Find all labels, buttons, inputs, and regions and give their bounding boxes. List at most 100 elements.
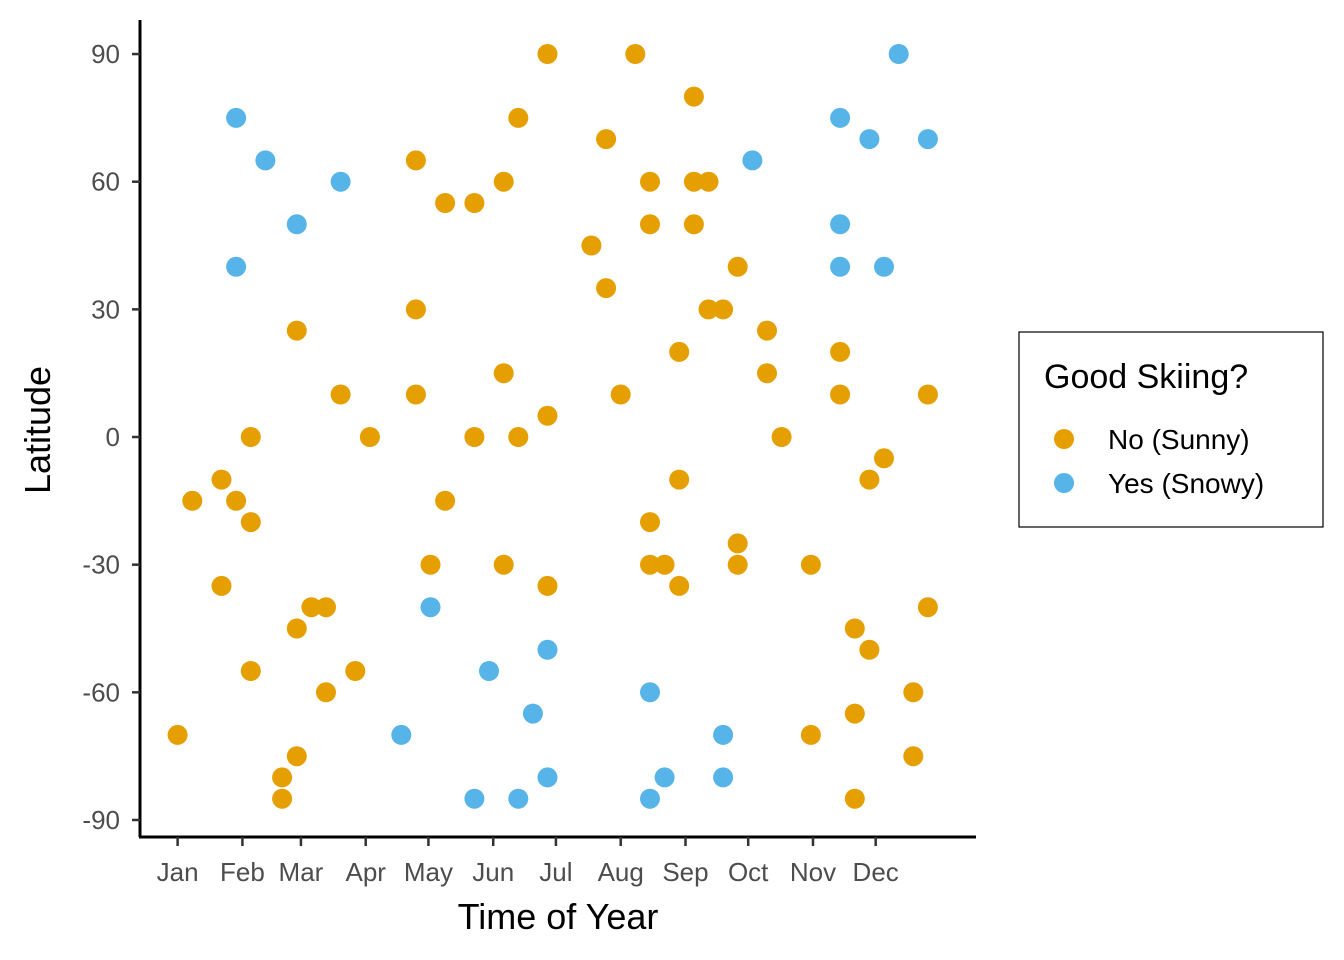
x-tick-label: Apr [345,857,386,887]
x-axis-ticks: Jan Feb Mar Apr May Jun Jul Aug Sep Oct Nov Dec [157,837,899,887]
x-tick-label: Mar [279,857,324,887]
y-tick-label: 30 [91,294,120,324]
point-no-sunny-58 [757,363,777,384]
point-no-sunny-40 [640,171,660,192]
point-no-sunny-17 [345,661,366,681]
point-no-sunny-60 [800,554,821,575]
point-yes-snowy-18 [742,150,763,171]
point-no-sunny-34 [537,575,558,596]
point-no-sunny-54 [727,256,748,277]
point-yes-snowy-13 [640,682,660,703]
point-no-sunny-52 [698,299,719,320]
point-no-sunny-25 [464,193,485,213]
point-yes-snowy-3 [286,214,307,235]
point-yes-snowy-12 [537,767,558,788]
point-no-sunny-71 [903,746,924,767]
point-no-sunny-37 [596,278,617,299]
legend-swatch-yes-snowy [1054,473,1074,493]
point-yes-snowy-23 [874,256,894,277]
point-no-sunny-21 [405,384,426,405]
x-tick-label: Sep [662,857,708,887]
point-no-sunny-29 [493,554,514,575]
point-no-sunny-35 [581,235,602,256]
point-no-sunny-62 [830,341,851,362]
point-no-sunny-19 [405,150,426,171]
point-no-sunny-51 [698,171,719,192]
point-yes-snowy-20 [830,214,851,235]
x-tick-label: Jun [472,857,514,887]
legend-swatch-no-sunny [1054,429,1074,449]
point-no-sunny-46 [669,469,690,490]
x-tick-label: Dec [853,857,899,887]
point-yes-snowy-24 [888,44,909,64]
x-tick-label: Jul [539,857,572,887]
x-tick-label: Feb [220,857,265,887]
x-tick-label: May [404,857,453,887]
y-tick-label: -90 [82,805,120,835]
point-no-sunny-49 [683,171,704,192]
point-no-sunny-64 [844,618,865,639]
point-no-sunny-18 [359,427,380,447]
point-yes-snowy-15 [654,767,675,788]
point-no-sunny-0 [167,724,188,745]
point-yes-snowy-2 [255,150,276,171]
point-no-sunny-36 [596,129,617,150]
point-yes-snowy-6 [420,597,441,618]
point-yes-snowy-25 [917,129,938,150]
point-no-sunny-20 [405,299,426,320]
legend-box [1018,331,1324,528]
point-no-sunny-43 [640,554,660,575]
point-yes-snowy-22 [859,129,880,150]
y-axis-ticks: 90 60 30 0 -30 -60 -90 [82,39,140,835]
point-no-sunny-27 [493,171,514,192]
point-no-sunny-41 [640,214,660,235]
point-no-sunny-67 [859,469,880,490]
point-no-sunny-48 [683,86,704,107]
point-no-sunny-68 [859,639,880,660]
point-no-sunny-59 [771,427,792,447]
point-no-sunny-65 [844,703,865,724]
point-no-sunny-47 [669,575,690,596]
point-no-sunny-15 [316,682,336,703]
point-no-sunny-55 [727,533,748,554]
point-no-sunny-22 [420,554,441,575]
legend-label-no-sunny: No (Sunny) [1108,424,1250,455]
point-no-sunny-73 [917,597,938,618]
y-axis-title: Latitude [17,366,58,494]
point-no-sunny-33 [537,405,558,426]
point-no-sunny-6 [240,512,261,533]
legend-title: Good Skiing? [1044,358,1248,396]
point-yes-snowy-14 [640,788,660,809]
point-no-sunny-2 [211,469,232,490]
point-yes-snowy-19 [830,107,851,128]
point-no-sunny-9 [272,788,293,809]
point-no-sunny-1 [182,490,203,511]
point-yes-snowy-10 [522,703,543,724]
point-no-sunny-4 [226,490,247,511]
point-no-sunny-16 [330,384,351,405]
legend-label-yes-snowy: Yes (Snowy) [1108,468,1264,499]
point-yes-snowy-21 [830,256,851,277]
point-no-sunny-12 [286,746,307,767]
point-no-sunny-3 [211,575,232,596]
point-yes-snowy-5 [391,724,412,745]
point-yes-snowy-1 [226,256,247,277]
point-no-sunny-8 [272,767,293,788]
point-no-sunny-28 [493,363,514,384]
point-no-sunny-42 [640,512,660,533]
y-tick-label: -60 [82,677,120,707]
legend: Good Skiing? No (Sunny) Yes (Snowy) [1018,331,1324,528]
point-yes-snowy-8 [479,661,499,681]
y-tick-label: 90 [91,39,120,69]
point-yes-snowy-17 [713,767,734,788]
point-no-sunny-63 [830,384,851,405]
point-no-sunny-69 [874,448,894,469]
point-yes-snowy-0 [226,107,247,128]
point-no-sunny-50 [683,214,704,235]
point-yes-snowy-4 [330,171,351,192]
point-no-sunny-11 [286,618,307,639]
point-no-sunny-13 [301,597,322,618]
point-no-sunny-31 [508,427,529,447]
point-no-sunny-39 [625,44,646,64]
point-no-sunny-70 [903,682,924,703]
